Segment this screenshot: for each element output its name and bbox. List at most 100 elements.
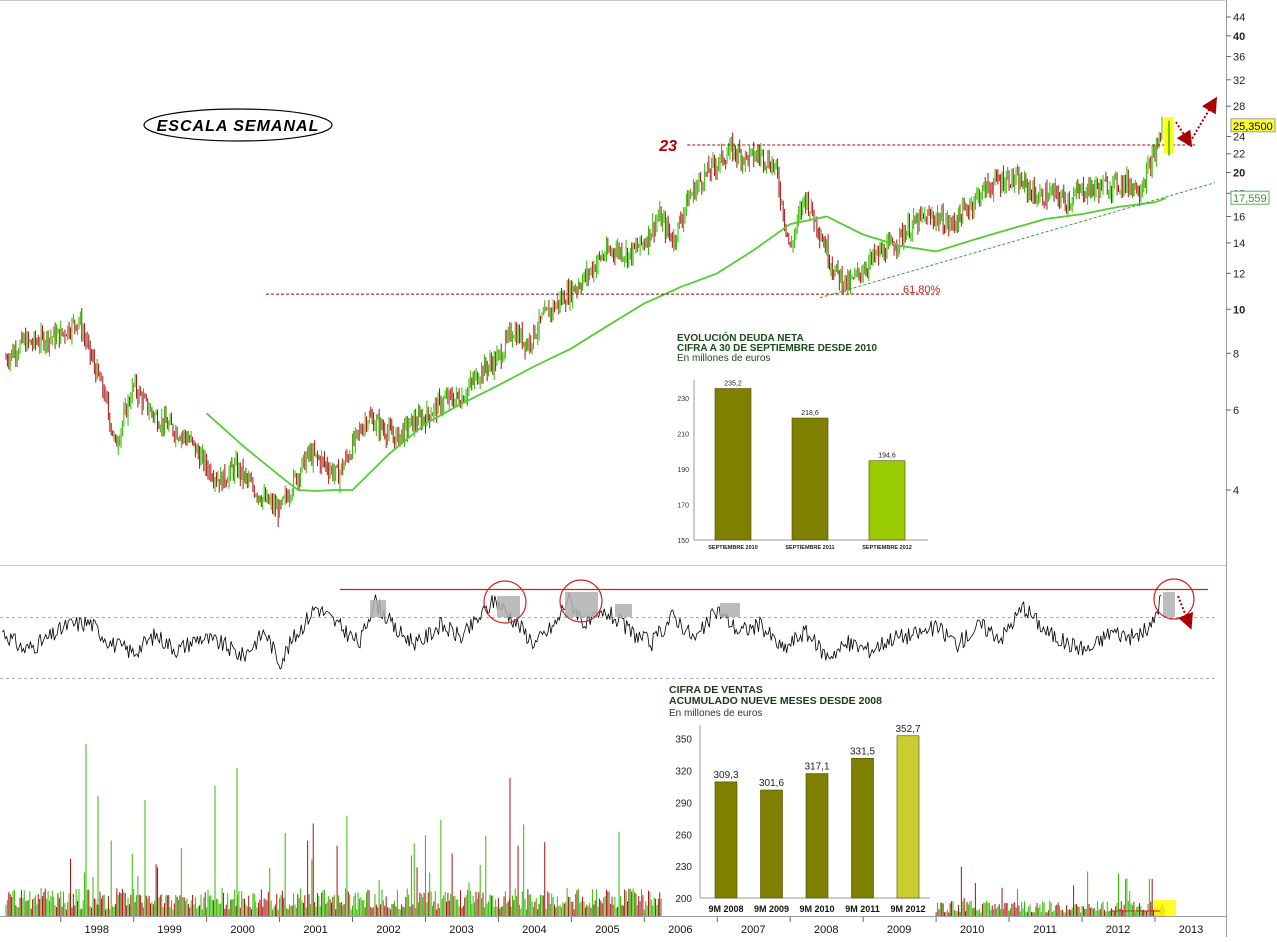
sales-chart-ylabel: En millones de euros	[669, 708, 762, 719]
peak-circle	[1153, 578, 1195, 620]
moving-average-line	[205, 197, 1167, 492]
debt-chart-title: EVOLUCIÓN DEUDA NETA	[677, 331, 804, 344]
x-tick-label: 2002	[376, 924, 400, 936]
x-tick-label: 2000	[230, 924, 254, 936]
debt-y-tick-label: 150	[677, 538, 689, 545]
sales-y-tick-label: 350	[675, 735, 692, 746]
overbought-fill	[615, 604, 632, 617]
ma-value-box	[1230, 190, 1270, 205]
oscillator-arrow-down	[1177, 595, 1193, 630]
ma-value-label: 17,559	[1233, 193, 1267, 205]
debt-y-tick-label: 210	[677, 431, 689, 438]
y-tick-label: 24	[1233, 132, 1245, 144]
price-y-axis: 44403632282422201816141210864	[1226, 12, 1245, 497]
sales-category-label: 9M 2011	[845, 904, 880, 914]
sales-bar	[851, 757, 874, 899]
overbought-fill	[370, 600, 386, 617]
debt-bar-value-label: 235,2	[724, 381, 742, 388]
x-tick-label: 1999	[157, 924, 181, 936]
sales-y-tick-label: 260	[675, 830, 692, 841]
y-tick-label: 16	[1233, 212, 1245, 224]
overbought-fill	[497, 596, 520, 617]
projection-arrow-up	[1189, 96, 1218, 143]
fibonacci-label: 61,80%	[903, 284, 941, 296]
debt-bar	[868, 460, 906, 541]
y-tick-label: 32	[1233, 75, 1245, 87]
overbought-fill	[565, 592, 598, 617]
price-candles	[5, 116, 1163, 527]
sales-bar-value-label: 331,5	[850, 746, 875, 757]
y-tick-label: 22	[1233, 149, 1245, 161]
debt-y-tick-label: 190	[677, 467, 689, 474]
scale-label-ellipse	[143, 108, 333, 142]
debt-y-tick-label: 230	[677, 396, 689, 403]
last-price-label: 25,3500	[1233, 121, 1273, 133]
sales-bar	[805, 773, 829, 899]
x-tick-label: 2005	[595, 924, 619, 936]
debt-category-label: SEPTIEMBRE 2011	[785, 545, 834, 551]
sales-bar-value-label: 301,6	[759, 778, 784, 789]
y-tick-label: 12	[1233, 268, 1245, 280]
sales-y-tick-label: 200	[675, 894, 692, 905]
x-tick-label: 2011	[1033, 924, 1057, 936]
sales-bar	[896, 735, 920, 899]
sales-y-tick-label: 320	[675, 767, 692, 778]
sales-inset-background	[663, 682, 935, 916]
last-price-box	[1230, 118, 1276, 133]
x-tick-label: 2010	[960, 924, 984, 936]
y-tick-label: 4	[1233, 485, 1239, 497]
overbought-fill	[1163, 592, 1175, 617]
y-tick-label: 40	[1233, 31, 1245, 43]
volume-bars	[5, 744, 1166, 916]
debt-bar-value-label: 218,6	[801, 410, 819, 417]
sales-bar-value-label: 317,1	[804, 762, 829, 773]
sales-bar	[714, 781, 738, 899]
y-tick-label: 36	[1233, 52, 1245, 64]
resistance-label: 23	[658, 138, 677, 155]
peak-circle	[483, 580, 527, 624]
y-tick-label: 44	[1233, 12, 1245, 24]
y-tick-label: 20	[1233, 168, 1245, 180]
x-tick-label: 2008	[814, 924, 838, 936]
sales-y-tick-label: 290	[675, 798, 692, 809]
sales-category-label: 9M 2008	[708, 904, 743, 914]
sales-category-label: 9M 2012	[890, 904, 925, 914]
debt-category-label: SEPTIEMBRE 2010	[708, 545, 758, 551]
y-tick-label: 6	[1233, 405, 1239, 417]
debt-bar-value-label: 194,6	[878, 453, 896, 460]
support-trendline	[819, 182, 1216, 299]
sales-category-label: 9M 2009	[754, 904, 789, 914]
debt-bar	[791, 417, 829, 541]
sales-chart-title: CIFRA DE VENTAS	[669, 684, 763, 696]
scale-label-text: ESCALA SEMANAL	[157, 118, 320, 135]
oscillator-series	[2, 592, 1175, 670]
y-tick-label: 14	[1233, 238, 1245, 250]
x-axis: 1998 1999 2000 2001 2002 2003 2004 2005 2006 2007…	[60, 917, 1203, 936]
sales-bar-value-label: 309,3	[713, 770, 738, 781]
sales-chart-subtitle: ACUMULADO NUEVE MESES DESDE 2008	[669, 695, 882, 707]
x-tick-label: 2013	[1179, 924, 1203, 936]
x-tick-label: 1998	[84, 924, 108, 936]
sales-bar	[760, 789, 783, 899]
x-tick-label: 2001	[303, 924, 327, 936]
y-tick-label: 8	[1233, 348, 1239, 360]
debt-bar	[714, 388, 752, 541]
x-tick-label: 2007	[741, 924, 765, 936]
sales-bar-value-label: 352,7	[895, 724, 920, 735]
peak-circle	[559, 579, 603, 623]
sales-y-tick-label: 230	[675, 862, 692, 873]
debt-y-tick-label: 170	[677, 502, 689, 509]
debt-chart-subtitle: CIFRA A 30 DE SEPTIEMBRE DESDE 2010	[677, 343, 877, 354]
x-tick-label: 2012	[1106, 924, 1130, 936]
y-tick-label: 10	[1233, 304, 1245, 316]
volume-highlight	[1154, 900, 1176, 916]
x-tick-label: 2003	[449, 924, 473, 936]
debt-category-label: SEPTIEMBRE 2012	[862, 545, 912, 551]
x-tick-label: 2004	[522, 924, 546, 936]
x-tick-label: 2009	[887, 924, 911, 936]
x-tick-label: 2006	[668, 924, 692, 936]
